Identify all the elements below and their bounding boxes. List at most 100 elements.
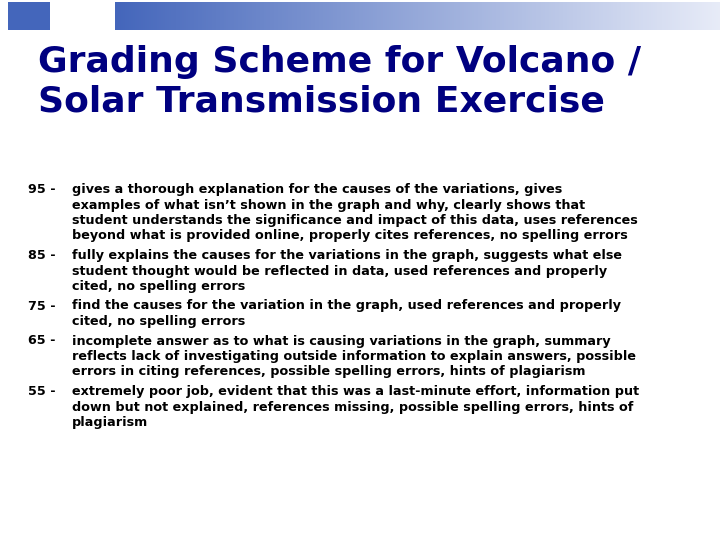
Text: beyond what is provided online, properly cites references, no spelling errors: beyond what is provided online, properly…: [72, 230, 628, 242]
Bar: [482, 2, 485, 30]
Bar: [272, 2, 275, 30]
Bar: [323, 2, 325, 30]
Bar: [451, 2, 454, 30]
Bar: [252, 2, 255, 30]
Bar: [317, 2, 319, 30]
Bar: [188, 2, 190, 30]
Bar: [194, 2, 196, 30]
Bar: [383, 2, 386, 30]
Bar: [639, 2, 642, 30]
Bar: [329, 2, 331, 30]
Bar: [662, 2, 664, 30]
Bar: [629, 2, 631, 30]
Bar: [441, 2, 444, 30]
Bar: [544, 2, 547, 30]
Bar: [135, 2, 138, 30]
Bar: [543, 2, 545, 30]
Bar: [204, 2, 206, 30]
Bar: [484, 2, 487, 30]
Bar: [655, 2, 658, 30]
Bar: [169, 2, 172, 30]
Bar: [534, 2, 537, 30]
Bar: [196, 2, 198, 30]
Bar: [712, 2, 714, 30]
Bar: [287, 2, 289, 30]
Bar: [597, 2, 600, 30]
Bar: [591, 2, 593, 30]
Bar: [625, 2, 628, 30]
Bar: [131, 2, 134, 30]
Bar: [420, 2, 422, 30]
Bar: [397, 2, 400, 30]
Bar: [228, 2, 230, 30]
Bar: [708, 2, 711, 30]
Bar: [688, 2, 690, 30]
Bar: [621, 2, 624, 30]
Bar: [355, 2, 358, 30]
Bar: [349, 2, 351, 30]
Bar: [496, 2, 499, 30]
Bar: [563, 2, 565, 30]
Bar: [339, 2, 341, 30]
Bar: [408, 2, 410, 30]
Bar: [569, 2, 571, 30]
Bar: [433, 2, 436, 30]
Bar: [176, 2, 178, 30]
Bar: [624, 2, 626, 30]
Text: student thought would be reflected in data, used references and properly: student thought would be reflected in da…: [72, 265, 607, 278]
Bar: [446, 2, 449, 30]
Bar: [589, 2, 591, 30]
Bar: [310, 2, 313, 30]
Bar: [8, 2, 50, 30]
Text: Grading Scheme for Volcano /
Solar Transmission Exercise: Grading Scheme for Volcano / Solar Trans…: [38, 45, 641, 118]
Bar: [634, 2, 636, 30]
Bar: [341, 2, 343, 30]
Bar: [579, 2, 581, 30]
Bar: [411, 2, 414, 30]
Bar: [514, 2, 517, 30]
Bar: [436, 2, 438, 30]
Bar: [159, 2, 162, 30]
Text: extremely poor job, evident that this was a last-minute effort, information put: extremely poor job, evident that this wa…: [72, 385, 639, 398]
Bar: [665, 2, 668, 30]
Bar: [667, 2, 670, 30]
Bar: [418, 2, 420, 30]
Text: gives a thorough explanation for the causes of the variations, gives: gives a thorough explanation for the cau…: [72, 183, 562, 196]
Bar: [274, 2, 276, 30]
Bar: [528, 2, 531, 30]
Bar: [583, 2, 585, 30]
Bar: [470, 2, 472, 30]
Bar: [401, 2, 404, 30]
Bar: [678, 2, 680, 30]
Bar: [220, 2, 222, 30]
Bar: [660, 2, 662, 30]
Bar: [410, 2, 412, 30]
Bar: [488, 2, 490, 30]
Bar: [506, 2, 509, 30]
Bar: [158, 2, 160, 30]
Bar: [373, 2, 376, 30]
Bar: [363, 2, 366, 30]
Bar: [675, 2, 678, 30]
Bar: [163, 2, 166, 30]
Bar: [250, 2, 253, 30]
Bar: [694, 2, 696, 30]
Bar: [369, 2, 372, 30]
Bar: [365, 2, 368, 30]
Bar: [440, 2, 442, 30]
Bar: [611, 2, 613, 30]
Bar: [262, 2, 265, 30]
Bar: [192, 2, 194, 30]
Bar: [635, 2, 638, 30]
Bar: [149, 2, 152, 30]
Bar: [276, 2, 279, 30]
Bar: [431, 2, 434, 30]
Bar: [260, 2, 263, 30]
Text: 75 -: 75 -: [28, 300, 55, 313]
Bar: [143, 2, 145, 30]
Bar: [601, 2, 603, 30]
Bar: [395, 2, 398, 30]
Bar: [474, 2, 477, 30]
Bar: [184, 2, 186, 30]
Bar: [468, 2, 470, 30]
